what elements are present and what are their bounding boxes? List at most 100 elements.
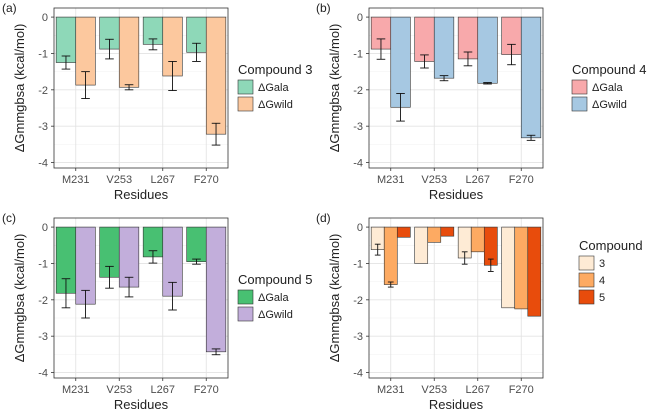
bar-F270-ΔGwild xyxy=(520,16,542,139)
legend-key xyxy=(237,79,254,95)
error-bar xyxy=(376,38,386,60)
y-tick-label: -3 xyxy=(353,121,363,133)
error-bar xyxy=(420,54,429,69)
y-tick-label: -2 xyxy=(38,85,48,97)
panel-2: 0 -1 -2 -3 -4 M231 V253 L267 F270 Residues ΔGmmgbs… xyxy=(316,1,646,202)
legend-label: 3 xyxy=(599,258,605,270)
legend-key xyxy=(578,289,595,305)
x-tick-label: V253 xyxy=(421,174,447,186)
plot-border xyxy=(53,7,229,169)
error-bar xyxy=(439,75,449,82)
legend-title: Compound 5 xyxy=(238,272,312,287)
y-tick-label: -2 xyxy=(38,295,48,307)
bar-F270-ΔGala xyxy=(186,226,207,262)
legend-key xyxy=(237,96,254,112)
x-axis-title: Residues xyxy=(114,397,169,412)
legend: Compound 4 ΔGala ΔGwild xyxy=(571,62,646,112)
x-axis-title: Residues xyxy=(114,187,169,202)
legend: Compound 3 ΔGala ΔGwild xyxy=(237,62,312,112)
x-tick-label: M231 xyxy=(377,384,405,396)
legend-title: Compound 3 xyxy=(238,62,312,77)
x-tick-label: L267 xyxy=(151,174,175,186)
x-tick-label: F270 xyxy=(509,174,534,186)
legend-label: ΔGwild xyxy=(592,99,627,111)
bar-V253-ΔGwild xyxy=(433,16,455,79)
legend-label: ΔGala xyxy=(258,82,289,94)
x-tick-label: V253 xyxy=(106,174,132,186)
x-axis-title: Residues xyxy=(429,397,484,412)
y-tick-label: 0 xyxy=(357,222,363,234)
error-bar xyxy=(461,251,468,265)
plot-border xyxy=(368,217,544,379)
bar-V253-4 xyxy=(427,226,442,243)
legend: Compound 3 4 5 xyxy=(578,238,643,305)
y-tick-label: -1 xyxy=(38,48,48,60)
legend-label: 5 xyxy=(599,292,605,304)
legend: Compound 5 ΔGala ΔGwild xyxy=(237,272,312,322)
panel-1: 0 -1 -2 -3 -4 M231 V253 L267 F270 Residues ΔGmmgbs… xyxy=(2,1,312,202)
panel-3: 0 -1 -2 -3 -4 M231 V253 L267 F270 Residues ΔGmmgbs… xyxy=(2,211,312,412)
x-tick-label: V253 xyxy=(421,384,447,396)
x-tick-label: V253 xyxy=(106,384,132,396)
error-bar xyxy=(211,122,221,146)
y-axis-title: ΔGmmgbsa (kcal/mol) xyxy=(327,234,342,363)
plot-border xyxy=(53,217,229,379)
error-bar xyxy=(192,258,201,265)
error-bar xyxy=(483,82,492,85)
x-axis-title: Residues xyxy=(429,187,484,202)
y-tick-label: -4 xyxy=(353,368,363,380)
bar-L267-4 xyxy=(470,226,485,253)
x-tick-label: L267 xyxy=(466,384,490,396)
bar-F270-5 xyxy=(527,226,542,317)
y-axis-title: ΔGmmgbsa (kcal/mol) xyxy=(12,234,27,363)
error-bar xyxy=(487,258,494,272)
error-bar xyxy=(396,93,405,122)
x-tick-label: M231 xyxy=(62,174,90,186)
y-tick-label: -2 xyxy=(353,85,363,97)
legend-label: ΔGala xyxy=(592,82,623,94)
bar-M231-4 xyxy=(383,226,398,285)
x-tick-label: L267 xyxy=(466,174,490,186)
panel-label: (a) xyxy=(2,1,17,15)
legend-label: 4 xyxy=(599,275,605,287)
legend-key xyxy=(578,272,595,288)
error-bar xyxy=(148,250,158,264)
bar-F270-ΔGwild xyxy=(205,16,227,135)
legend-key xyxy=(578,255,595,271)
error-bar xyxy=(463,51,473,67)
error-bar xyxy=(374,243,381,256)
bar-M231-5 xyxy=(396,226,411,238)
y-tick-label: 0 xyxy=(42,12,48,24)
legend-key xyxy=(571,79,588,95)
y-tick-label: -3 xyxy=(38,331,48,343)
bar-V253-3 xyxy=(414,226,429,264)
x-tick-label: L267 xyxy=(151,384,175,396)
y-tick-label: -4 xyxy=(38,158,48,170)
bar-L267-ΔGwild xyxy=(477,16,498,84)
legend-key xyxy=(237,306,254,322)
panel-label: (b) xyxy=(316,1,331,15)
error-bar xyxy=(168,61,177,91)
error-bar xyxy=(124,276,134,298)
error-bar xyxy=(507,43,516,66)
panel-label: (c) xyxy=(2,211,16,225)
y-tick-label: -1 xyxy=(353,258,363,270)
bar-V253-5 xyxy=(440,226,455,237)
legend-label: ΔGwild xyxy=(258,99,293,111)
y-tick-label: -4 xyxy=(38,368,48,380)
panel-4: 0 -1 -2 -3 -4 M231 V253 L267 F270 Residues ΔGmmgbs… xyxy=(316,211,643,412)
error-bar xyxy=(81,71,90,99)
y-axis-title: ΔGmmgbsa (kcal/mol) xyxy=(12,24,27,153)
y-tick-label: 0 xyxy=(357,12,363,24)
legend-label: ΔGwild xyxy=(258,309,293,321)
error-bar xyxy=(124,84,134,91)
legend-title: Compound 4 xyxy=(572,62,646,77)
y-tick-label: -2 xyxy=(353,295,363,307)
y-tick-label: -1 xyxy=(353,48,363,60)
x-tick-label: M231 xyxy=(377,174,405,186)
error-bar xyxy=(61,55,71,70)
error-bar xyxy=(105,265,114,289)
legend-key xyxy=(237,289,254,305)
y-tick-label: -3 xyxy=(353,331,363,343)
